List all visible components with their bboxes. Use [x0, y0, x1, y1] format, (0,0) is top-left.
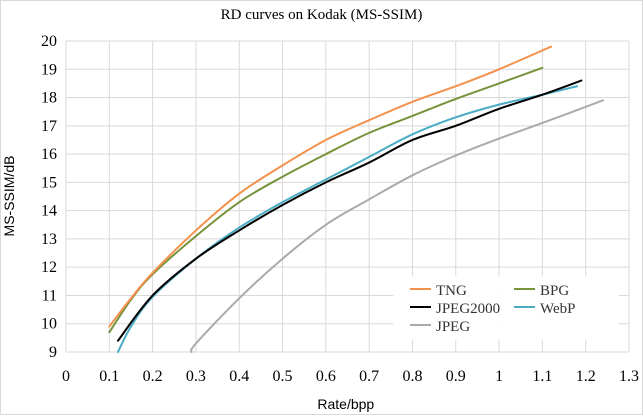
x-tick-label: 1.1 — [532, 368, 552, 385]
x-tick-label: 0.8 — [402, 368, 422, 385]
x-tick-label: 0.6 — [316, 368, 336, 385]
series-line-tng — [108, 45, 553, 328]
y-tick-label: 19 — [41, 61, 57, 78]
legend-label-tng: TNG — [436, 283, 467, 299]
y-tick-label: 16 — [41, 146, 57, 163]
x-tick-label: 0.7 — [359, 368, 379, 385]
y-tick-label: 13 — [41, 231, 57, 248]
x-tick-label: 0.9 — [446, 368, 466, 385]
grid-layer — [65, 40, 630, 353]
y-tick-label: 11 — [42, 287, 57, 304]
axis-layer: 9 10 11 12 13 14 15 16 17 18 19 20 0 0.1 0.2 0.3 0.4 0.5 0… — [41, 33, 639, 385]
x-tick-label: 1.3 — [619, 368, 639, 385]
y-tick-label: 10 — [41, 316, 57, 333]
legend-label-bpg: BPG — [540, 283, 569, 299]
legend-label-webp: WebP — [540, 301, 575, 317]
y-tick-label: 15 — [41, 174, 57, 191]
legend-label-jpeg: JPEG — [436, 319, 470, 335]
y-tick-label: 18 — [41, 90, 57, 107]
y-tick-label: 14 — [41, 203, 57, 220]
legend-label-jpeg2000: JPEG2000 — [436, 301, 500, 317]
x-axis-label: Rate/bpp — [317, 396, 374, 412]
x-tick-label: 1 — [495, 368, 503, 385]
series-layer — [108, 45, 605, 353]
y-tick-label: 20 — [41, 33, 57, 50]
chart-legend: TNG JPEG2000 JPEG BPG WebP — [393, 276, 619, 340]
y-tick-label: 9 — [49, 344, 57, 361]
x-tick-label: 1.2 — [576, 368, 596, 385]
y-tick-label: 12 — [41, 259, 57, 276]
y-axis-label: MS-SSIM/dB — [1, 156, 17, 237]
series-line-jpeg2000 — [116, 79, 583, 342]
x-tick-label: 0.4 — [229, 368, 249, 385]
x-tick-label: 0.5 — [273, 368, 293, 385]
x-tick-label: 0.1 — [99, 368, 119, 385]
chart-title: RD curves on Kodak (MS-SSIM) — [221, 7, 423, 23]
x-tick-label: 0.3 — [186, 368, 206, 385]
y-tick-label: 17 — [41, 118, 57, 135]
series-line-jpeg — [190, 99, 605, 353]
x-tick-label: 0.2 — [143, 368, 163, 385]
x-tick-label: 0 — [62, 368, 70, 385]
